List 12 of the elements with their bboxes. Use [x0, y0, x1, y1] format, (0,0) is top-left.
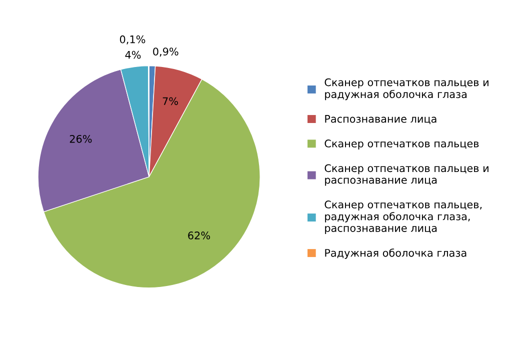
legend-label: Сканер отпечатков пальцев и распознавание лица	[324, 164, 488, 186]
legend-label: Распознавание лица	[325, 115, 436, 124]
legend-label: Сканер отпечатков пальцев и радужная оболочка глаза	[324, 78, 488, 100]
data-label: 7%	[162, 97, 178, 106]
legend-label: Радужная оболочка глаза	[325, 248, 466, 259]
data-label: 26%	[70, 134, 92, 143]
legend-label: Сканер отпечатков пальцев, радужная оболочка глаза, распознавание лица	[324, 200, 482, 234]
legend-label: Сканер отпечатков пальцев	[324, 140, 479, 150]
data-label: 0,9%	[153, 48, 178, 57]
data-label: 4%	[125, 50, 141, 59]
data-label: 62%	[188, 232, 210, 240]
data-label: 0,1%	[120, 35, 146, 44]
